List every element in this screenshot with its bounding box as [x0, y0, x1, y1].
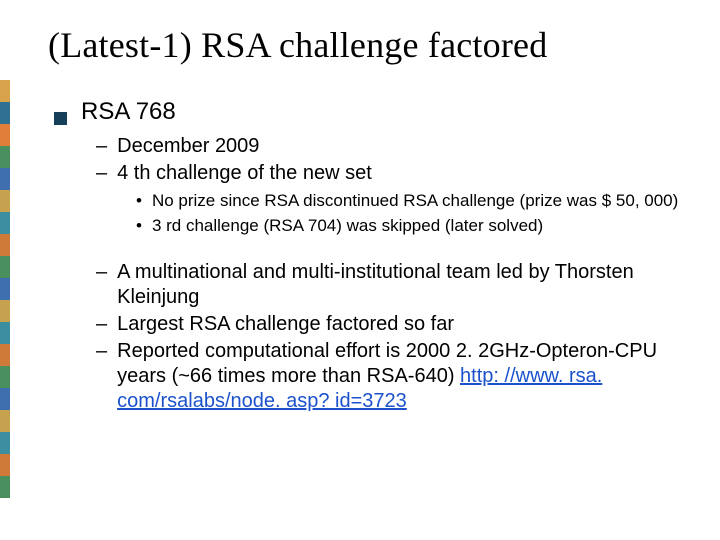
stripe-segment [0, 102, 10, 124]
stripe-segment [0, 300, 10, 322]
dot-icon: • [136, 190, 142, 211]
stripe-segment [0, 432, 10, 454]
stripe-segment [0, 212, 10, 234]
dash-item: – A multinational and multi-institutiona… [96, 260, 680, 310]
dash-text: December 2009 [117, 134, 259, 159]
dot-item: • 3 rd challenge (RSA 704) was skipped (… [136, 215, 680, 236]
stripe-segment [0, 322, 10, 344]
dash-icon: – [96, 161, 107, 186]
stripe-segment [0, 190, 10, 212]
stripe-segment [0, 168, 10, 190]
dot-text: 3 rd challenge (RSA 704) was skipped (la… [152, 215, 543, 236]
dash-group-2: – A multinational and multi-institutiona… [96, 260, 680, 416]
dash-icon: – [96, 339, 107, 364]
dash-item: – Largest RSA challenge factored so far [96, 312, 680, 337]
stripe-segment [0, 80, 10, 102]
dash-item: – Reported computational effort is 2000 … [96, 339, 680, 414]
slide-title: (Latest-1) RSA challenge factored [48, 24, 547, 66]
dash-text: Largest RSA challenge factored so far [117, 312, 454, 337]
stripe-segment [0, 256, 10, 278]
stripe-segment [0, 278, 10, 300]
stripe-segment [0, 124, 10, 146]
dot-text: No prize since RSA discontinued RSA chal… [152, 190, 678, 211]
dash-icon: – [96, 260, 107, 285]
dash-group-1: – December 2009 – 4 th challenge of the … [96, 134, 680, 188]
stripe-segment [0, 146, 10, 168]
bullet-label: RSA 768 [81, 98, 176, 126]
stripe-segment [0, 476, 10, 498]
dash-icon: – [96, 312, 107, 337]
stripe-segment [0, 366, 10, 388]
dot-item: • No prize since RSA discontinued RSA ch… [136, 190, 680, 211]
dash-text: A multinational and multi-institutional … [117, 260, 680, 310]
slide: (Latest-1) RSA challenge factored RSA 76… [0, 0, 720, 540]
stripe-segment [0, 388, 10, 410]
bullet-rsa768: RSA 768 [54, 98, 176, 126]
stripe-segment [0, 344, 10, 366]
dash-icon: – [96, 134, 107, 159]
stripe-segment [0, 454, 10, 476]
stripe-segment [0, 410, 10, 432]
square-bullet-icon [54, 112, 67, 125]
dash-item: – December 2009 [96, 134, 680, 159]
stripe-segment [0, 234, 10, 256]
dot-icon: • [136, 215, 142, 236]
dash-text: 4 th challenge of the new set [117, 161, 372, 186]
dash-item: – 4 th challenge of the new set [96, 161, 680, 186]
dot-group: • No prize since RSA discontinued RSA ch… [136, 190, 680, 241]
dash-text: Reported computational effort is 2000 2.… [117, 339, 680, 414]
